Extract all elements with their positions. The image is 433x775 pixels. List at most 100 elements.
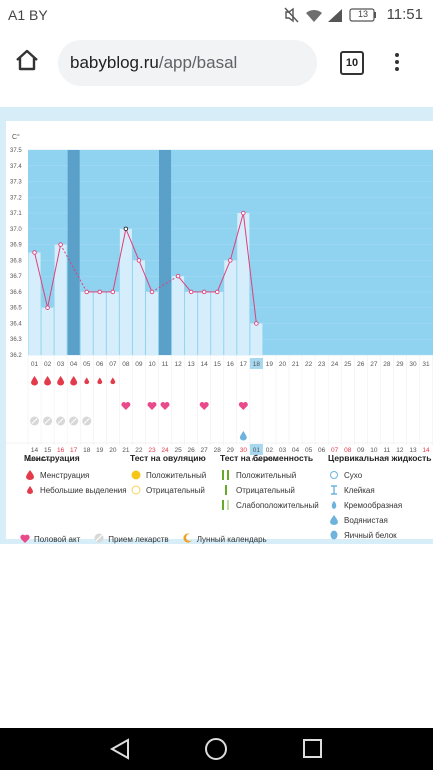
legend-menstruation: Менструация Менструация Небольшие выделе… xyxy=(24,453,127,498)
empty-day-bar xyxy=(67,150,80,355)
legend-item: Клейкая xyxy=(344,486,375,495)
temperature-line-segment xyxy=(242,213,257,324)
legend-item: Отрицательный xyxy=(236,486,295,495)
pill-icon xyxy=(94,533,104,545)
temperature-line-segment xyxy=(34,252,49,308)
battery-icon xyxy=(349,8,376,22)
cycle-day-label: 07 xyxy=(109,361,117,368)
y-tick-label: 36.3 xyxy=(10,337,22,343)
date-label: 28 xyxy=(214,447,222,454)
temperature-bar xyxy=(54,244,67,355)
temperature-line-segment xyxy=(112,228,127,293)
cycle-day-label: 10 xyxy=(148,361,156,368)
tab-switcher-button[interactable]: 10 xyxy=(340,51,364,75)
cycle-day-label: 29 xyxy=(396,361,404,368)
cycle-day-label: 12 xyxy=(174,361,182,368)
system-nav-bar xyxy=(0,728,433,770)
pill-stripe xyxy=(44,418,51,424)
legend-menstruation-title: Менструация xyxy=(24,453,80,463)
date-label: 04 xyxy=(292,447,300,454)
heart-icon xyxy=(20,534,30,545)
temperature-bar xyxy=(224,260,237,355)
dry-circle-icon xyxy=(328,470,340,482)
menstruation-drop-icon xyxy=(44,376,52,386)
temperature-line-segment xyxy=(125,228,140,261)
menstruation-drop-icon xyxy=(110,377,116,385)
date-label: 24 xyxy=(161,447,169,454)
date-label: 14 xyxy=(31,447,39,454)
cycle-day-label: 22 xyxy=(305,361,313,368)
status-icons xyxy=(284,6,394,27)
cycle-day-label: 14 xyxy=(201,361,209,368)
menstruation-drop-icon xyxy=(84,377,90,385)
date-label: 11 xyxy=(384,447,391,454)
home-circle-icon xyxy=(205,738,227,760)
sticky-icon xyxy=(328,484,340,497)
cycle-day-label: 21 xyxy=(292,361,300,368)
date-label: 15 xyxy=(44,447,52,454)
cycle-day-label: 17 xyxy=(240,361,248,368)
date-label: 25 xyxy=(174,447,182,454)
empty-day-bar xyxy=(159,150,172,355)
heart-icon xyxy=(199,402,209,410)
temperature-bar xyxy=(211,291,224,355)
temperature-point xyxy=(97,289,103,295)
temperature-point xyxy=(201,289,207,295)
legend-item: Прием лекарств xyxy=(108,534,169,544)
y-tick-label: 36.9 xyxy=(10,243,22,249)
cycle-day-label: 31 xyxy=(422,361,430,368)
circle-outline-icon xyxy=(130,485,142,497)
menstruation-drop-icon xyxy=(57,376,65,386)
moon-icon xyxy=(183,533,193,545)
url-path: /app/basal xyxy=(158,53,238,72)
cycle-day-label: 05 xyxy=(83,361,91,368)
menstruation-drop-icon xyxy=(97,377,103,385)
menstruation-drop-icon xyxy=(31,376,39,386)
legend-item: Положительный xyxy=(146,471,207,480)
temperature-bar xyxy=(80,291,93,355)
cycle-day-label: 18 xyxy=(253,361,261,368)
cycle-day-label: 11 xyxy=(162,361,169,368)
date-label: 26 xyxy=(188,447,196,454)
home-icon[interactable] xyxy=(14,48,40,72)
date-label: 17 xyxy=(70,447,78,454)
heart-icon xyxy=(160,402,170,410)
cycle-day-label: 24 xyxy=(331,361,339,368)
menstruation-drop-icon xyxy=(70,376,78,386)
legend-ovulation: Тест на овуляцию Положительный Отрицател… xyxy=(130,453,206,498)
date-label: 27 xyxy=(201,447,209,454)
date-label: 03 xyxy=(279,447,287,454)
heart-icon xyxy=(121,402,131,410)
faint-bar-icon xyxy=(220,499,232,512)
date-label: 02 xyxy=(266,447,274,454)
legend-item: Менструация xyxy=(40,471,90,480)
address-bar[interactable]: babyblog.ru/app/basal xyxy=(58,40,317,86)
y-tick-label: 37.1 xyxy=(10,211,22,217)
cycle-day-label: 30 xyxy=(409,361,417,368)
cycle-day-label: 09 xyxy=(135,361,143,368)
temperature-point xyxy=(214,289,220,295)
cycle-day-label: 06 xyxy=(96,361,104,368)
cycle-day-label: 25 xyxy=(344,361,352,368)
legend-item: Кремообразная xyxy=(344,501,403,510)
date-label: 14 xyxy=(422,447,430,454)
carrier-label: A1 BY xyxy=(8,7,48,23)
legend-item: Водянистая xyxy=(344,516,388,525)
y-tick-label: 36.8 xyxy=(10,258,22,264)
pill-stripe xyxy=(57,418,64,424)
legend-cervical-title: Цервикальная жидкость xyxy=(328,453,432,463)
legend-pregnancy: Тест на беременность Положительный Отриц… xyxy=(220,453,319,513)
wifi-icon xyxy=(306,9,322,22)
date-label: 01 xyxy=(253,447,261,454)
cycle-day-label: 23 xyxy=(318,361,326,368)
cycle-day-label: 01 xyxy=(31,361,39,368)
overflow-menu-icon[interactable] xyxy=(395,50,399,74)
mute-icon xyxy=(284,7,299,23)
legend-item: Яичный белок xyxy=(344,531,397,540)
date-label: 05 xyxy=(305,447,313,454)
y-tick-label: 37.0 xyxy=(10,227,22,233)
small-drop-icon xyxy=(24,485,36,496)
legend-item: Лунный календарь xyxy=(196,534,267,544)
heart-icon xyxy=(147,402,157,410)
back-icon xyxy=(109,738,129,760)
